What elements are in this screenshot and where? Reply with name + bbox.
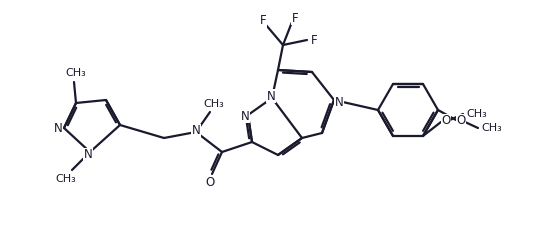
Text: O: O	[441, 114, 451, 128]
Text: CH₃: CH₃	[66, 68, 87, 78]
Text: O: O	[456, 114, 466, 128]
Text: N: N	[84, 148, 93, 161]
Text: N: N	[267, 89, 276, 103]
Text: O: O	[206, 175, 215, 188]
Text: F: F	[291, 12, 298, 25]
Text: CH₃: CH₃	[482, 123, 503, 133]
Text: CH₃: CH₃	[467, 109, 488, 119]
Text: CH₃: CH₃	[204, 99, 224, 109]
Text: F: F	[260, 15, 266, 27]
Text: N: N	[192, 124, 201, 138]
Text: CH₃: CH₃	[56, 174, 77, 184]
Text: N: N	[334, 96, 343, 109]
Text: F: F	[311, 34, 317, 47]
Text: N: N	[53, 121, 62, 135]
Text: N: N	[241, 109, 250, 123]
